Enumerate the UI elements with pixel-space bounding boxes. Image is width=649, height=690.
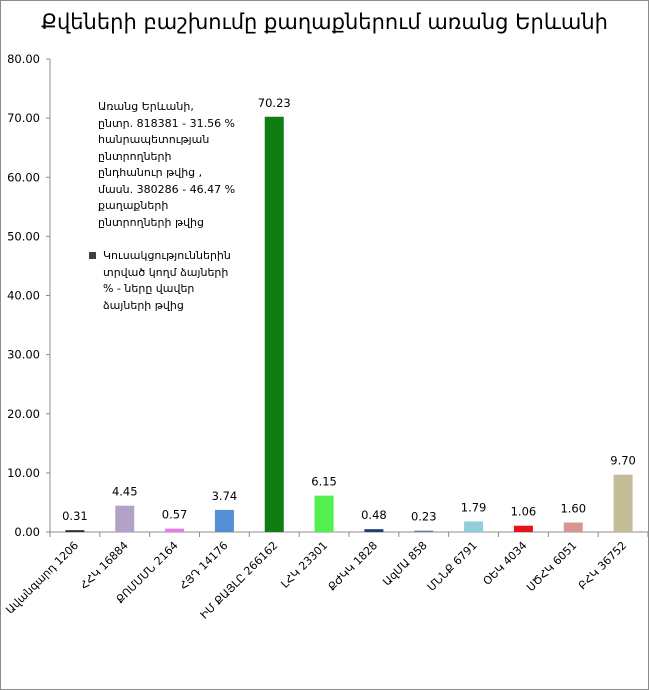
legend-swatch <box>89 252 96 259</box>
bar <box>314 495 334 532</box>
data-label: 0.48 <box>361 508 387 522</box>
data-label: 1.06 <box>511 505 537 519</box>
data-label: 9.70 <box>610 454 636 468</box>
x-tick-label: ՄՆՆՔ 6791 <box>425 539 480 594</box>
y-tick-label: 50.00 <box>7 229 40 243</box>
data-label: 0.23 <box>411 510 437 524</box>
legend-entry: Կուսակցություններին տրված կողմ ձայների % -… <box>89 248 255 314</box>
y-tick-label: 70.00 <box>7 111 40 125</box>
bar <box>563 522 583 532</box>
legend-line: Կուսակցություններին <box>103 249 231 262</box>
y-tick-label: 30.00 <box>7 348 40 362</box>
y-tick-label: 20.00 <box>7 407 40 421</box>
y-tick-label: 80.00 <box>7 52 40 66</box>
bar <box>513 525 533 532</box>
note-line: Առանց Երևանի, <box>98 100 194 113</box>
x-tick-label: ՍԾՀԿ 6051 <box>524 539 579 594</box>
data-label: 1.60 <box>560 502 586 516</box>
data-label: 1.79 <box>461 500 487 514</box>
x-tick-label: ՀՀԿ 16884 <box>78 539 131 592</box>
bar <box>464 521 484 532</box>
y-tick-label: 60.00 <box>7 170 40 184</box>
note-line: ընդհանուր թվից , <box>98 166 203 179</box>
x-tick-label: ԱզՄԱ 858 <box>380 539 430 589</box>
bar <box>264 116 284 532</box>
data-label: 3.74 <box>212 489 238 503</box>
legend-line: տրված կողմ ձայների <box>103 265 229 279</box>
bar <box>214 509 234 532</box>
note-line: ընտր. 818381 - 31.56 % <box>98 116 236 130</box>
chart-annotation: Առանց Երևանի, ընտր. 818381 - 31.56 % հանրա… <box>89 99 255 314</box>
bar <box>414 530 434 532</box>
note-line: հանրապետության <box>98 133 210 146</box>
bar <box>613 474 633 532</box>
x-tick-label: ՕԵԿ 4034 <box>481 539 530 588</box>
chart-title: Քվեների բաշխումը քաղաքներում առանց Երևան… <box>41 10 608 34</box>
y-tick-label: 0.00 <box>14 525 40 539</box>
note-line: քաղաքների <box>98 199 169 212</box>
bar <box>165 528 185 532</box>
x-tick-label: ՀՅԴ 14176 <box>177 539 230 592</box>
data-label: 0.57 <box>162 508 188 522</box>
legend-line: % - ները վավեր <box>103 282 195 295</box>
data-label: 6.15 <box>311 475 337 489</box>
bar <box>65 530 85 532</box>
y-tick-label: 40.00 <box>7 289 40 303</box>
x-tick-label: ԼՀԿ 23301 <box>278 539 330 591</box>
x-tick-label: ՔԺԿԿ 1828 <box>325 539 380 594</box>
legend-line: ձայների թվից <box>103 298 184 312</box>
data-label: 4.45 <box>112 485 138 499</box>
note-line: մասն. 380286 - 46.47 % <box>98 182 236 196</box>
x-tick-label: Ավանգարդ 1206 <box>3 539 81 617</box>
x-tick-label: ԲՀԿ 36752 <box>576 539 629 592</box>
data-label: 0.31 <box>62 509 88 523</box>
bar <box>115 505 135 532</box>
y-tick-label: 10.00 <box>7 466 40 480</box>
data-label: 70.23 <box>258 96 291 110</box>
note-line: ընտրողների <box>98 149 172 163</box>
note-line: ընտրողների թվից <box>98 215 204 229</box>
bar <box>364 529 384 532</box>
